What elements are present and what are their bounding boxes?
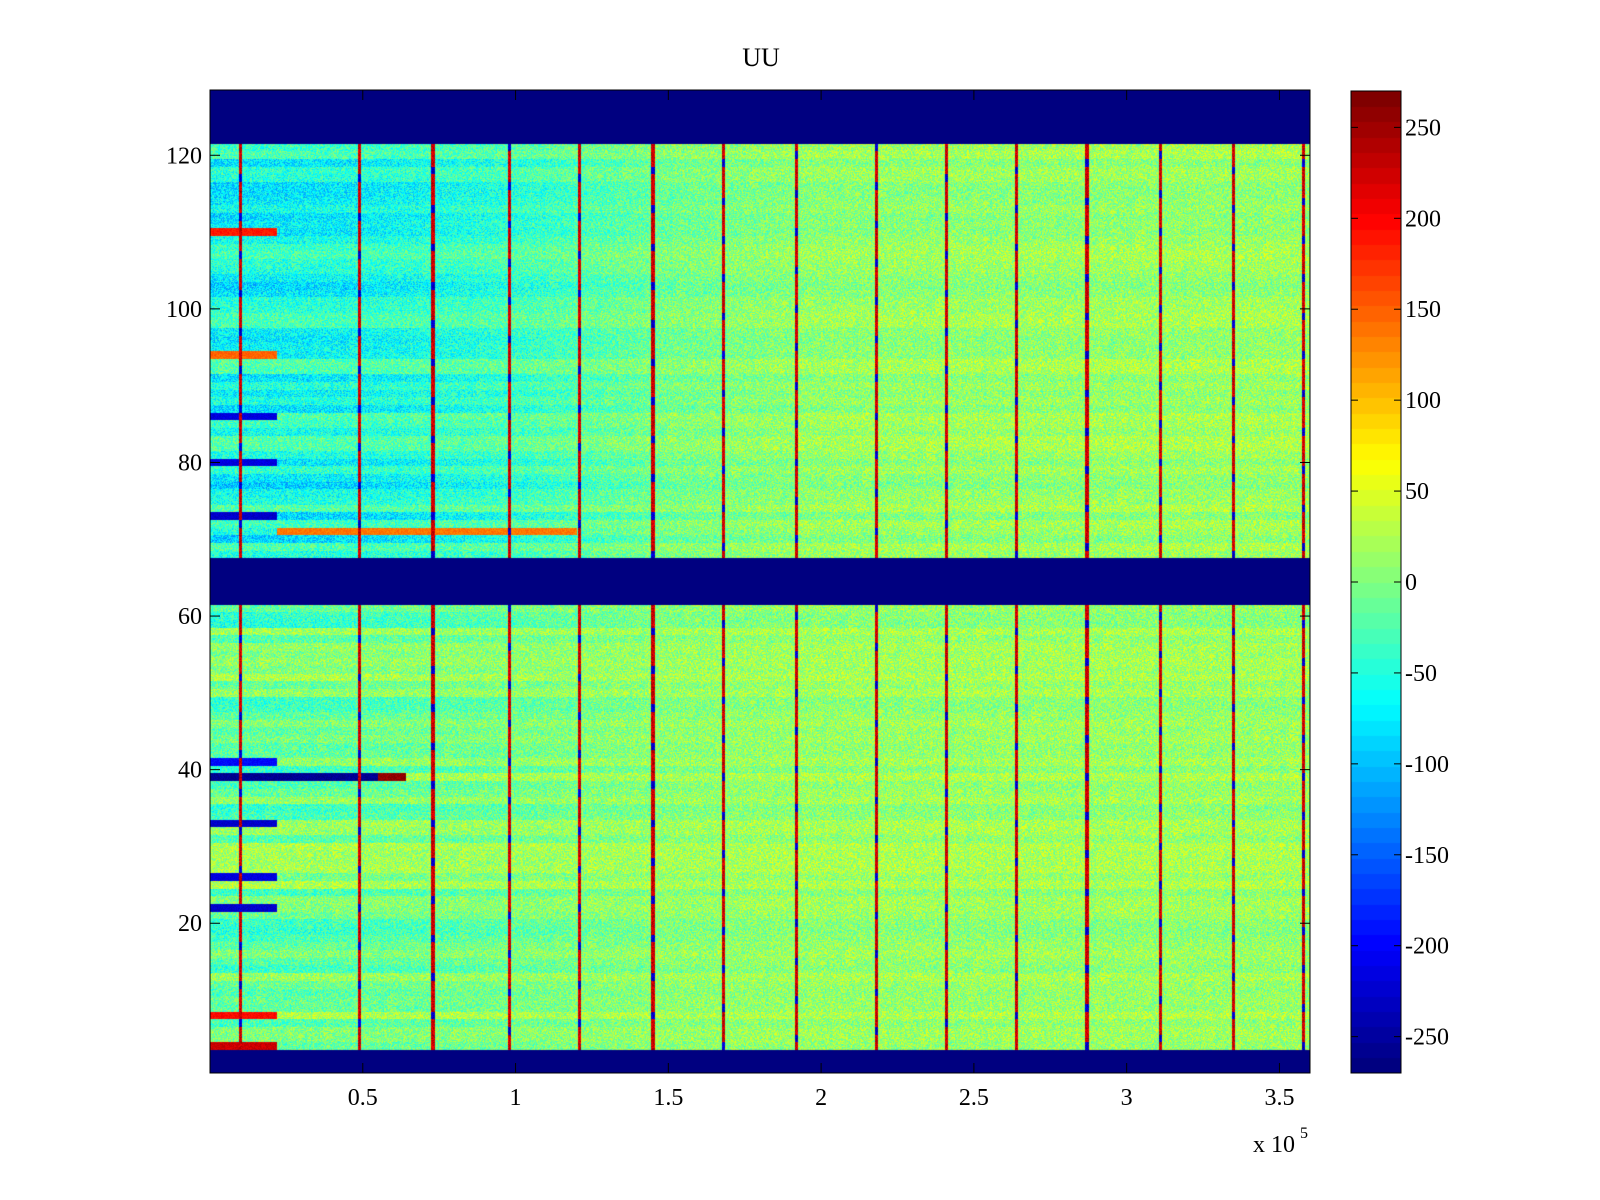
axes-box: [209, 89, 1311, 1074]
x-axis: 0.5 1 1.5 2 2.5 3 3.5: [348, 90, 1294, 1111]
y-tick-label: 120: [166, 143, 202, 169]
y-axis: 20 40 60 80 100 120: [166, 143, 1310, 937]
x-tick-label: 1: [510, 1085, 522, 1111]
colorbar-gradient: [1351, 91, 1401, 1073]
x-tick-label: 1.5: [653, 1085, 683, 1111]
y-tick-label: 100: [166, 297, 202, 323]
x-tick-label: 3: [1121, 1085, 1133, 1111]
colorbar-tick-label: 150: [1405, 297, 1441, 323]
x-multiplier-exponent: 5: [1300, 1125, 1308, 1142]
chart-title: UU: [742, 43, 780, 72]
colorbar-tick-label: 250: [1405, 115, 1441, 141]
colorbar-tick-label: -250: [1405, 1025, 1449, 1051]
x-multiplier: x 10 5: [1253, 1125, 1308, 1158]
x-tick-label: 2: [815, 1085, 827, 1111]
heatmap-image: [210, 90, 1310, 1073]
colorbar-tick-label: 200: [1405, 206, 1441, 232]
colorbar: 250 200 150 100 50 0 -50 -100 -150 -200 -250: [1350, 90, 1449, 1074]
colorbar-ticks: 250 200 150 100 50 0 -50 -100 -150 -200 -250: [1351, 115, 1449, 1051]
x-tick-label: 2.5: [959, 1085, 989, 1111]
heatmap-plot-area: [209, 89, 1311, 1074]
colorbar-tick-label: -50: [1405, 661, 1437, 687]
x-tick-label: 3.5: [1264, 1085, 1294, 1111]
colorbar-tick-label: -200: [1405, 934, 1449, 960]
y-tick-label: 40: [178, 758, 202, 784]
colorbar-tick-label: 100: [1405, 388, 1441, 414]
y-tick-label: 20: [178, 911, 202, 937]
x-tick-label: 0.5: [348, 1085, 378, 1111]
colorbar-tick-label: -150: [1405, 843, 1449, 869]
y-tick-label: 60: [178, 604, 202, 630]
x-multiplier-base: x 10: [1253, 1132, 1295, 1158]
colorbar-tick-label: 0: [1405, 570, 1417, 596]
colorbar-tick-label: -100: [1405, 752, 1449, 778]
colorbar-tick-label: 50: [1405, 479, 1429, 505]
y-tick-label: 80: [178, 450, 202, 476]
